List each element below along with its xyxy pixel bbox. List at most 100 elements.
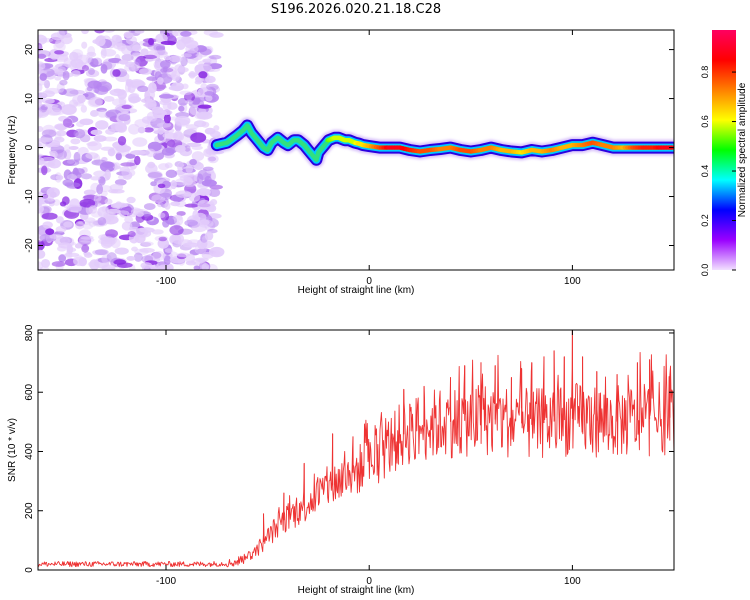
noise-blob — [121, 221, 133, 231]
noise-blob — [178, 105, 185, 112]
noise-blob — [191, 151, 205, 162]
noise-blob — [146, 111, 158, 122]
noise-blob — [102, 161, 115, 168]
snr-y-tick-label: 800 — [24, 324, 35, 341]
noise-blob — [182, 36, 194, 43]
noise-blob — [185, 164, 194, 174]
noise-blob — [207, 154, 219, 164]
colorbar-tick-label: 0.4 — [700, 165, 710, 178]
noise-blob — [199, 48, 212, 56]
noise-blob — [134, 30, 145, 34]
noise-blob — [183, 92, 196, 102]
snr-frame — [37, 329, 675, 571]
noise-blob — [147, 37, 155, 46]
noise-blob — [75, 221, 85, 230]
noise-blob — [134, 58, 141, 65]
noise-blob — [188, 192, 201, 202]
noise-blob — [58, 242, 72, 249]
noise-blob — [38, 139, 47, 150]
noise-blob — [169, 55, 183, 63]
noise-blob — [38, 50, 51, 58]
noise-blob — [181, 53, 193, 58]
noise-blob — [172, 30, 179, 37]
noise-blob — [74, 243, 83, 249]
noise-blob — [97, 216, 107, 226]
noise-blob — [62, 70, 70, 81]
noise-blob — [65, 249, 73, 260]
noise-blob — [97, 206, 110, 218]
noise-blob — [90, 110, 99, 117]
noise-blob — [67, 173, 78, 181]
noise-blob — [38, 109, 44, 119]
noise-blob — [113, 42, 127, 50]
noise-blob — [49, 234, 64, 240]
noise-blob — [55, 236, 71, 246]
noise-blob — [173, 214, 184, 226]
noise-blob — [170, 201, 181, 207]
noise-blob — [38, 125, 44, 133]
snr-y-tick-label: 0 — [24, 567, 35, 573]
noise-blob — [55, 131, 62, 141]
noise-blob — [93, 194, 102, 202]
spectrogram-y-tick-label: 10 — [24, 93, 35, 105]
noise-blob — [84, 252, 93, 258]
noise-blob — [38, 100, 42, 108]
noise-blob — [101, 264, 116, 270]
spectrogram-x-tick-label: -100 — [156, 276, 176, 287]
noise-blob — [103, 30, 115, 33]
noise-blob — [56, 130, 67, 137]
noise-blob — [108, 57, 122, 64]
noise-blob — [163, 55, 171, 61]
noise-blob — [204, 91, 215, 96]
noise-blob — [152, 251, 166, 261]
noise-blob — [115, 152, 122, 161]
noise-blob — [85, 152, 99, 159]
noise-blob — [41, 259, 51, 268]
noise-blob — [45, 228, 55, 235]
noise-blob — [201, 121, 210, 128]
noise-blob — [197, 104, 212, 109]
noise-blob — [157, 127, 165, 135]
noise-blob — [131, 52, 143, 58]
spectrogram-x-tick-label: 100 — [564, 276, 581, 287]
noise-blob — [137, 85, 149, 93]
noise-blob — [116, 262, 133, 268]
noise-blob — [49, 150, 58, 159]
snr-y-tick-label: 600 — [24, 383, 35, 400]
colorbar-label: Normalized spectral amplitude — [737, 82, 748, 217]
noise-blob — [130, 150, 147, 156]
noise-blob — [176, 39, 186, 51]
noise-blob — [72, 256, 87, 267]
noise-blob — [143, 102, 157, 108]
noise-blob — [106, 208, 121, 214]
noise-blob — [213, 125, 220, 131]
noise-blob — [201, 179, 217, 187]
noise-blob — [117, 136, 127, 146]
noise-blob — [197, 219, 214, 228]
noise-blob — [184, 145, 191, 152]
noise-blob — [193, 265, 201, 270]
noise-blob — [103, 96, 115, 102]
noise-blob — [185, 99, 194, 104]
noise-blob — [174, 64, 185, 72]
noise-blob — [156, 122, 172, 128]
noise-blob — [182, 180, 197, 187]
noise-blob — [63, 117, 73, 128]
snr-y-tick-label: 400 — [24, 443, 35, 460]
noise-blob — [102, 136, 118, 142]
noise-blob — [38, 37, 54, 43]
noise-blob — [39, 266, 50, 270]
noise-blob — [106, 252, 117, 263]
noise-blob — [84, 60, 92, 71]
noise-blob — [38, 249, 46, 259]
noise-blob — [46, 187, 60, 198]
noise-blob — [97, 110, 108, 118]
noise-blob — [96, 184, 104, 195]
noise-blob — [121, 53, 134, 62]
noise-blob — [165, 169, 178, 178]
noise-blob — [95, 35, 106, 47]
noise-blob — [44, 103, 59, 108]
noise-blob — [112, 98, 127, 107]
